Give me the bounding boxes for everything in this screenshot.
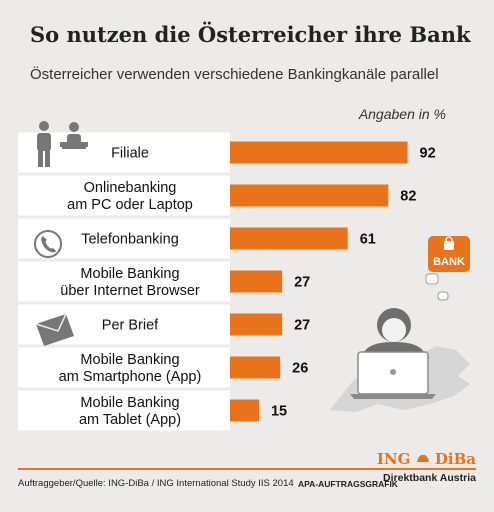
category-label-4: Per Brief [102, 318, 159, 334]
row-panel [18, 390, 230, 431]
value-label-6: 15 [271, 404, 287, 420]
value-label-2: 61 [360, 232, 376, 248]
value-label-1: 82 [400, 189, 416, 205]
bar-5 [230, 356, 281, 379]
footer-divider [18, 468, 476, 470]
category-labels: Filiale Onlinebanking am PC oder Laptop Tel… [59, 146, 202, 429]
value-label-5: 26 [292, 361, 308, 377]
telephone-icon [34, 230, 62, 258]
brand-logo: ING DiBa Direktbank Austria [377, 450, 476, 484]
row-panels [18, 132, 230, 431]
brand-name-diba: DiBa [434, 450, 476, 468]
category-label-6: Mobile Banking am Tablet (App) [79, 395, 181, 428]
value-labels: 92 82 61 27 27 26 15 [271, 146, 436, 420]
chart-title: So nutzen die Österreicher ihre Bank [30, 22, 471, 47]
badge-text: BANK [433, 256, 465, 268]
value-label-4: 27 [294, 318, 310, 334]
category-label-1: Onlinebanking am PC oder Laptop [67, 180, 193, 213]
people-counter-icon [37, 121, 88, 167]
brand-subtitle: Direktbank Austria [383, 472, 476, 484]
envelope-icon [35, 313, 74, 346]
brand-wordmark: ING DiBa [377, 450, 476, 468]
bar-4 [230, 313, 283, 336]
unit-note: Angaben in % [358, 106, 446, 122]
category-label-2: Telefonbanking [81, 232, 179, 248]
bar-0 [230, 141, 408, 164]
chart-subtitle: Österreicher verwenden verschiedene Bank… [30, 66, 439, 83]
bar-3 [230, 270, 283, 293]
category-label-3: Mobile Banking über Internet Browser [60, 266, 200, 299]
value-label-0: 92 [420, 146, 436, 162]
bank-lock-badge-icon: BANK [428, 236, 470, 272]
row-panel [18, 175, 230, 216]
row-panel [18, 132, 230, 173]
bars [230, 141, 408, 422]
lion-icon [416, 454, 429, 462]
value-label-3: 27 [294, 275, 310, 291]
bar-1 [230, 184, 389, 207]
bar-2 [230, 227, 348, 250]
brand-name-ing: ING [376, 450, 411, 468]
category-label-5: Mobile Banking am Smartphone (App) [59, 352, 202, 385]
row-panel [18, 261, 230, 302]
category-label-0: Filiale [111, 146, 149, 162]
agency-label: APA-AUFTRAGSGRAFIK [298, 479, 398, 489]
source-note: Auftraggeber/Quelle: ING-DiBa / ING Inte… [18, 478, 294, 489]
bar-6 [230, 399, 259, 422]
row-panel [18, 347, 230, 388]
bar-chart: Filiale Onlinebanking am PC oder Laptop Tel… [18, 121, 470, 431]
person-laptop-austria-icon [330, 273, 470, 412]
